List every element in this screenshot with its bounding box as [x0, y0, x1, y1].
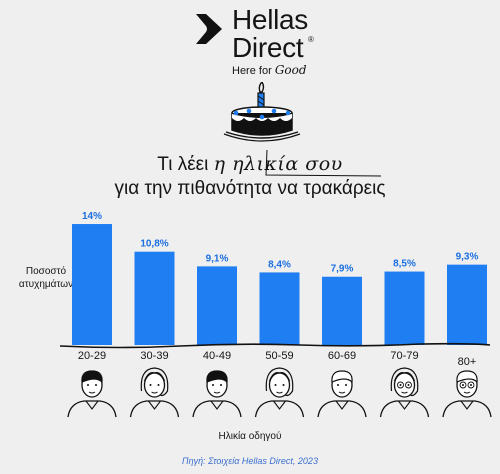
bar-40-49 [197, 266, 237, 345]
woman-icon [254, 367, 305, 418]
chart-title-line2: για την πιθανότητα να τρακάρεις [114, 178, 386, 199]
tick-label-40-49: 40-49 [203, 350, 231, 362]
accident-rate-bar-chart: 14% 20-29 10,8% 30-39 9,1% 40-49 8,4% 50-59 7,9%… [59, 211, 492, 418]
data-label-50-59: 8,4% [268, 259, 291, 270]
tick-label-70-79: 70-79 [390, 350, 418, 362]
chart-title-line1: Τι λέει η ηλικία σου [0, 152, 500, 177]
title-prefix: Τι λέει [157, 154, 209, 175]
tagline-script: Good [274, 63, 307, 77]
data-label-80+: 9,3% [456, 252, 479, 263]
elderly-woman-icon [379, 367, 430, 418]
data-label-30-39: 10,8% [140, 239, 168, 250]
birthday-cake-icon [223, 82, 301, 142]
bar-60-69 [322, 276, 362, 345]
young-man-icon [67, 370, 117, 418]
woman-icon [129, 367, 180, 418]
bar-30-39 [134, 251, 175, 345]
hellas-direct-logo-icon [196, 14, 222, 44]
bar-70-79 [384, 271, 425, 345]
bar-50-59 [259, 272, 300, 345]
bar-20-29 [72, 224, 112, 345]
tagline-prefix: Here for [232, 65, 272, 77]
brand-name-line2: Direct [232, 32, 304, 63]
x-axis-label: Ηλικία οδηγού [218, 431, 282, 442]
bar-80+ [447, 264, 487, 345]
tick-label-60-69: 60-69 [328, 350, 356, 362]
tick-label-20-29: 20-29 [78, 350, 106, 362]
handwritten-highlight-frame [265, 149, 382, 177]
brand-name-line1: Hellas [232, 4, 309, 35]
middle-aged-man-icon [192, 370, 242, 418]
tick-label-30-39: 30-39 [140, 350, 168, 362]
tick-label-80+: 80+ [458, 356, 477, 368]
data-label-60-69: 7,9% [331, 264, 354, 275]
title-handwritten: η ηλικία σου [213, 153, 343, 175]
elderly-man-icon [442, 370, 492, 418]
older-man-icon [317, 370, 367, 418]
x-axis-baseline [59, 342, 491, 349]
data-label-70-79: 8,5% [393, 259, 416, 270]
data-label-20-29: 14% [82, 211, 102, 222]
tick-label-50-59: 50-59 [265, 350, 293, 362]
registered-mark: ® [308, 35, 314, 44]
y-axis-label: Ποσοστό ατυχημάτων [18, 266, 74, 290]
source-note: Πηγή: Στοιχεία Hellas Direct, 2023 [182, 456, 318, 466]
brand-tagline: Here for Good [232, 63, 307, 77]
data-label-40-49: 9,1% [206, 253, 229, 264]
